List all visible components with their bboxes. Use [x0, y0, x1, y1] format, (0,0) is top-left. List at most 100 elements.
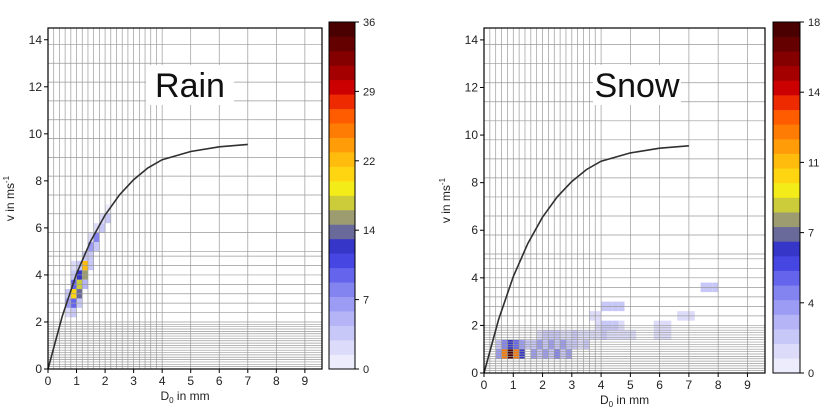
fall-velocity-curve — [47, 143, 248, 370]
plot-frame — [483, 27, 766, 374]
x-tick-label: 1 — [510, 378, 517, 392]
heatmap-cell — [105, 213, 111, 224]
heatmap-cell — [105, 204, 111, 214]
y-tick-label: 0 — [35, 362, 42, 376]
colorbar-segment — [773, 256, 800, 271]
heatmap-cell — [93, 232, 100, 243]
y-tick-label: 10 — [465, 128, 479, 142]
y-axis-label: v in ms-1 — [2, 175, 17, 221]
heatmap-cell — [87, 232, 94, 243]
y-axis-label-main: v in ms — [3, 183, 17, 221]
x-axis-label-main: D — [600, 393, 609, 407]
x-tick-label: 9 — [744, 378, 751, 392]
colorbar-segment — [329, 340, 355, 355]
colorbar-tick-label: 29 — [363, 86, 375, 98]
colorbar-segment — [773, 139, 800, 154]
colorbar-segment — [773, 314, 800, 330]
x-tick-label: 4 — [159, 374, 166, 388]
heatmap-cell — [99, 223, 106, 233]
colorbar-segment — [329, 65, 355, 81]
colorbar-tick-label: 0 — [363, 364, 369, 376]
x-tick-label: 5 — [627, 378, 634, 392]
x-tick-label: 0 — [45, 374, 52, 388]
x-axis-label-rest: in mm — [174, 389, 210, 403]
colorbar-segment — [329, 253, 355, 269]
colorbar-segment — [773, 226, 800, 242]
x-tick-label: 2 — [539, 378, 546, 392]
colorbar-tick-label: 11 — [808, 157, 819, 169]
colorbar-tick-label: 4 — [808, 298, 814, 310]
fall-velocity-curve — [483, 145, 689, 374]
x-tick-label: 3 — [130, 374, 137, 388]
y-tick-label: 12 — [29, 80, 43, 94]
x-axis-label-subscript: 0 — [609, 400, 614, 409]
x-tick-label: 8 — [273, 374, 280, 388]
colorbar-segment — [329, 152, 355, 167]
colorbar-segment — [329, 209, 355, 225]
colorbar-segment — [329, 325, 355, 341]
heatmap-cell — [93, 242, 100, 252]
y-tick-label: 10 — [29, 127, 43, 141]
y-axis-label-superscript: -1 — [2, 175, 11, 183]
colorbar-tick-label: 22 — [363, 156, 375, 168]
x-axis-label-subscript: 0 — [169, 396, 174, 405]
colorbar-segment — [329, 181, 355, 196]
colorbar-segment — [329, 224, 355, 240]
x-tick-label: 5 — [187, 374, 194, 388]
colorbar-segment — [329, 123, 355, 138]
x-tick-label: 8 — [715, 378, 722, 392]
colorbar: 36 29 22 14 7 0 — [328, 17, 375, 376]
colorbar-tick-label: 7 — [363, 295, 369, 307]
x-tick-label: 3 — [568, 378, 575, 392]
colorbar-segment — [773, 329, 800, 345]
y-tick-label: 14 — [29, 33, 43, 47]
y-tick-label: 6 — [471, 223, 478, 237]
colorbar-tick-label: 14 — [808, 87, 820, 99]
colorbar-segment — [329, 282, 355, 298]
colorbar-segment — [773, 212, 800, 228]
x-axis-label-main: D — [160, 389, 169, 403]
colorbar-segment — [329, 311, 355, 326]
y-tick-label: 12 — [465, 80, 479, 94]
colorbar-segment — [773, 65, 800, 81]
colorbar-tick-label: 0 — [808, 368, 814, 380]
x-axis-label: D0 in mm — [600, 393, 649, 409]
colorbar-segment — [329, 50, 355, 66]
colorbar-segment — [773, 36, 800, 52]
y-axis-label: v in ms-1 — [438, 177, 453, 223]
y-tick-label: 2 — [471, 318, 478, 332]
colorbar-segment — [773, 124, 800, 140]
colorbar-segment — [329, 108, 355, 124]
colorbar-frame — [328, 21, 356, 370]
colorbar-segment — [773, 197, 800, 213]
colorbar-frame — [772, 21, 801, 374]
colorbar-segment — [773, 80, 800, 96]
x-tick-label: 6 — [656, 378, 663, 392]
colorbar-segment — [773, 168, 800, 184]
colorbar-segment — [773, 299, 800, 315]
colorbar-segment — [773, 270, 800, 286]
chart-title: Rain — [155, 67, 225, 105]
colorbar-segment — [329, 195, 355, 211]
plot-frame — [47, 27, 323, 370]
x-tick-label: 6 — [216, 374, 223, 388]
x-tick-label: 0 — [481, 378, 488, 392]
colorbar-segment — [329, 296, 355, 312]
colorbar-segment — [329, 238, 355, 254]
y-tick-label: 8 — [471, 176, 478, 190]
heatmap-cell — [93, 223, 100, 233]
colorbar-tick-label: 36 — [363, 17, 375, 29]
x-tick-label: 7 — [686, 378, 693, 392]
heatmap-cell — [87, 242, 94, 252]
colorbar-tick-label: 7 — [808, 228, 814, 240]
title-background — [146, 65, 234, 105]
colorbar-segment — [773, 182, 800, 198]
colorbar-segment — [773, 51, 800, 67]
x-axis-label: D0 in mm — [160, 389, 209, 405]
x-axis-label-rest: in mm — [613, 393, 649, 407]
colorbar-segment — [773, 109, 800, 125]
